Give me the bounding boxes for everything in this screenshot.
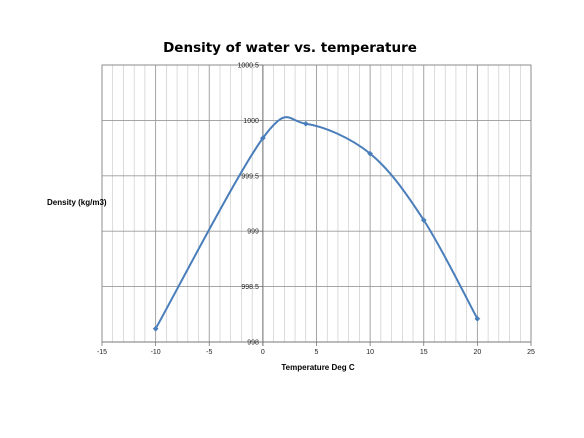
x-tick-label: 10 — [366, 349, 374, 356]
series — [152, 116, 481, 332]
y-tick-label: 999 — [247, 229, 259, 236]
x-axis-label: Temperature Deg C — [281, 363, 354, 372]
x-tick-label: 15 — [420, 349, 428, 356]
data-point — [367, 150, 374, 157]
data-point — [152, 325, 159, 332]
y-tick-label: 998 — [247, 340, 259, 347]
tick-labels: -15 -10 -5 0 5 10 15 20 25 998 998.5 999 999.5 1000 10… — [97, 63, 535, 357]
data-point — [302, 120, 309, 127]
x-tick-label: 0 — [261, 349, 265, 356]
y-tick-label: 998.5 — [241, 284, 259, 291]
chart-title: Density of water vs. temperature — [163, 40, 417, 56]
data-point — [420, 217, 427, 224]
data-point — [474, 315, 481, 322]
series-line — [154, 116, 479, 330]
x-tick-label: -15 — [97, 349, 107, 356]
grid — [101, 64, 532, 343]
y-tick-label: 999.5 — [241, 173, 259, 180]
x-tick-label: 5 — [315, 349, 319, 356]
x-tick-label: -10 — [151, 349, 161, 356]
y-tick-label: 1000.5 — [237, 63, 259, 70]
y-tick-label: 1000 — [243, 118, 259, 125]
data-point — [259, 135, 266, 142]
x-tick-label: -5 — [206, 349, 212, 356]
x-tick-label: 20 — [473, 349, 481, 356]
axes — [101, 64, 532, 346]
x-tick-label: 25 — [527, 349, 535, 356]
y-axis-label: Density (kg/m3) — [47, 198, 107, 207]
